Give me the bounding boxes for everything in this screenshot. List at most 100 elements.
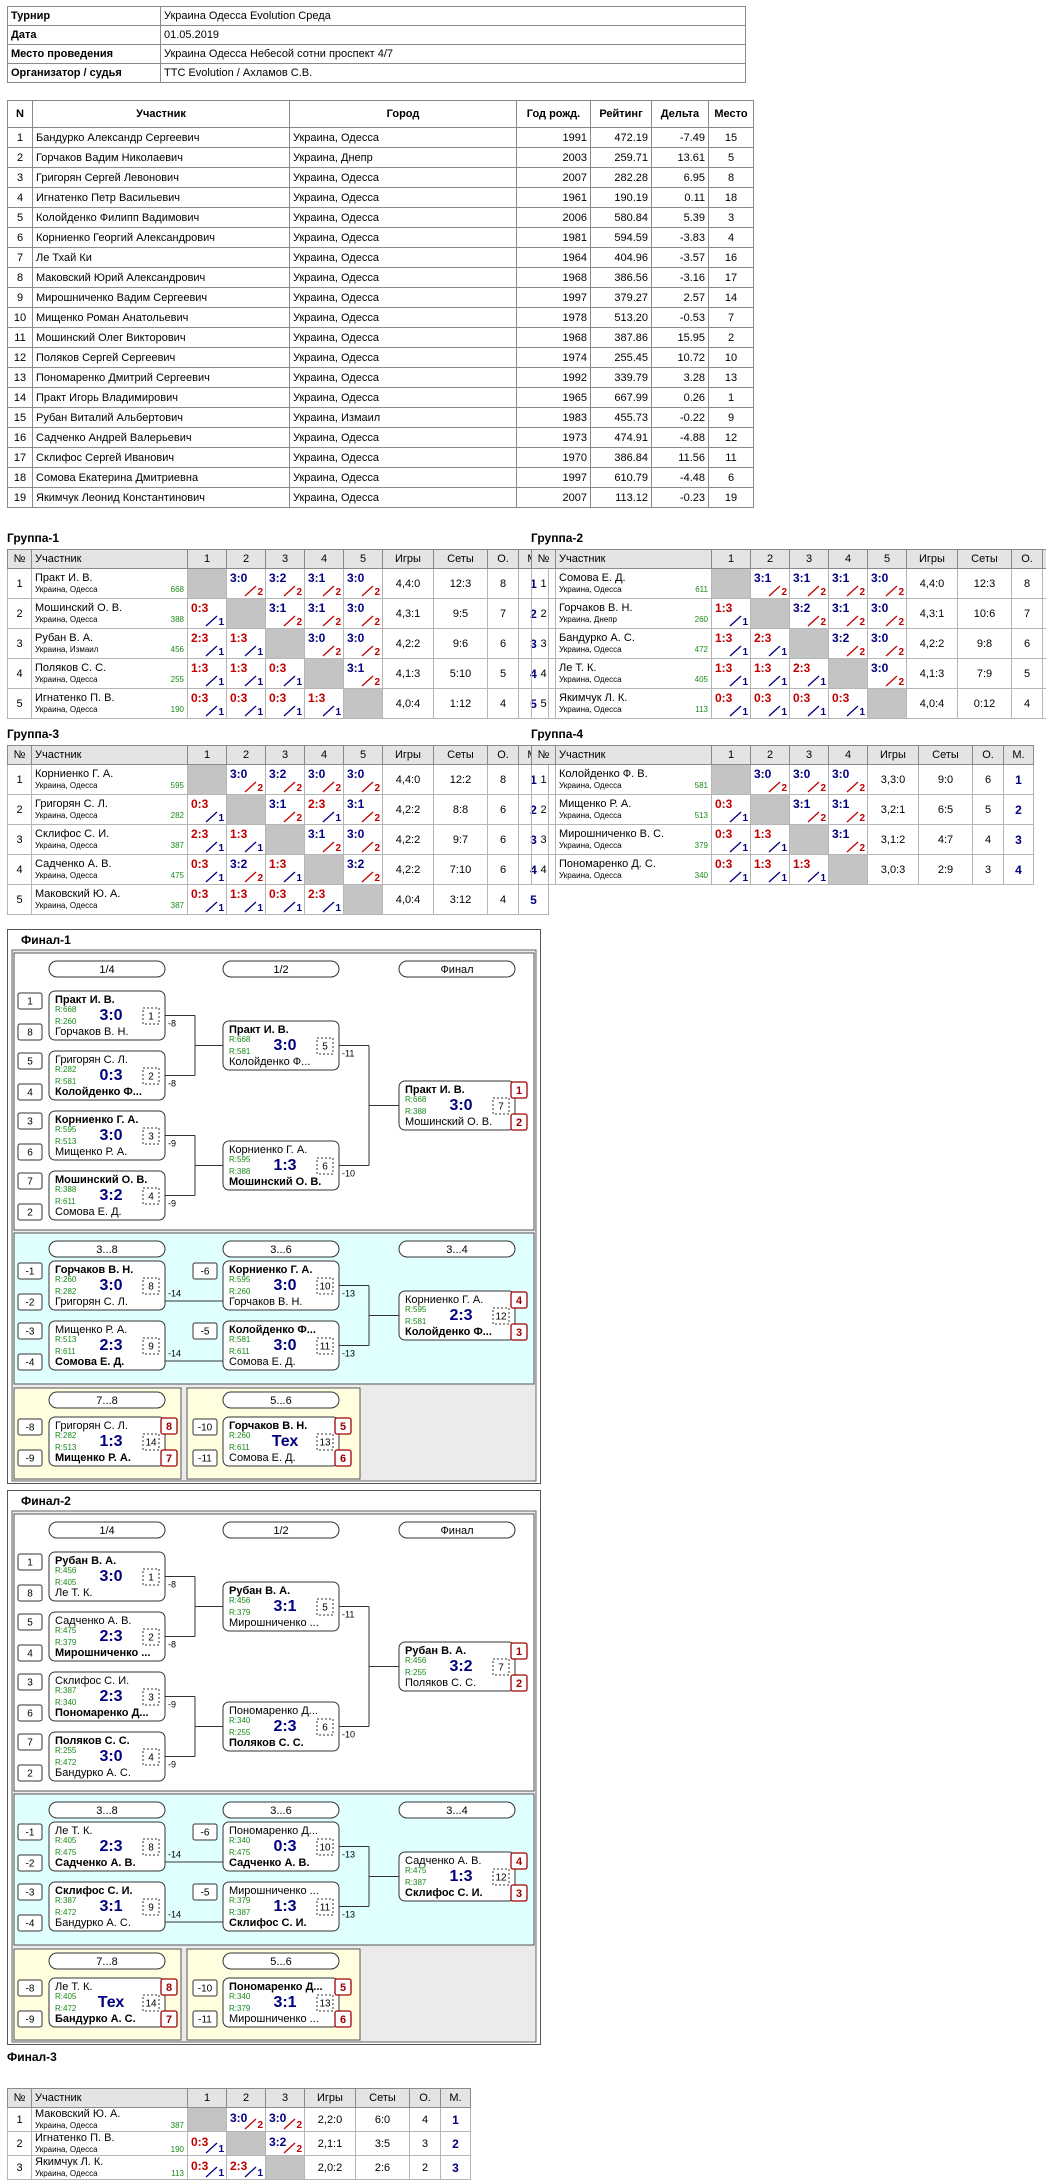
slash	[807, 675, 820, 687]
loser-label: -13	[342, 1849, 355, 1859]
slash	[205, 2166, 218, 2177]
result-score: 0:3	[793, 691, 811, 705]
match-box	[48, 1821, 166, 1872]
slash	[244, 675, 257, 687]
loser-label: -9	[168, 1198, 176, 1208]
match-score: 0:3	[99, 1067, 122, 1084]
group-row: 4 Садченко А. В. Украина, Одесса 475 0:3 1 3:2…	[7, 854, 549, 885]
row-number: 2	[7, 598, 32, 629]
self-cell	[789, 824, 829, 855]
slash-line	[283, 705, 296, 717]
result-box: 3:0 2	[306, 630, 343, 658]
cell: 17	[708, 267, 754, 288]
city: Украина, Одесса	[35, 2145, 98, 2154]
self-cell	[304, 854, 344, 885]
participant-sub: Украина, Одесса 475	[35, 871, 184, 881]
match-box	[222, 1821, 340, 1872]
participant-cell: Якимчук Л. К. Украина, Одесса 113	[555, 688, 712, 719]
slash	[768, 675, 781, 687]
player-name: Мищенко Р. А.	[55, 1452, 131, 1464]
slash	[885, 615, 898, 627]
result-score: 3:2	[793, 601, 811, 615]
sets: 4:7	[918, 824, 973, 855]
player-name: Мирошниченко ...	[229, 1885, 319, 1897]
result-score: 0:3	[715, 797, 733, 811]
participant-row: 3 Григорян Сергей Левонович Украина, Одесс…	[7, 167, 754, 188]
self-cell	[343, 884, 383, 915]
games: 4,2:2	[382, 794, 434, 825]
round-label: 7...8	[96, 1395, 117, 1407]
cell: 474.91	[590, 427, 652, 448]
city: Украина, Одесса	[35, 585, 98, 594]
match-number: 12	[495, 1312, 507, 1323]
cell: 1981	[516, 227, 591, 248]
seed-label: -1	[26, 1828, 35, 1839]
cell: Украина, Одесса	[289, 247, 517, 268]
player-name: Пономаренко Д...	[229, 1981, 323, 1993]
points: 3	[972, 854, 1004, 885]
slash-line	[322, 615, 335, 627]
result-cell: 2:3 1	[304, 884, 344, 915]
match-score: 3:0	[449, 1097, 472, 1114]
header-cell: Игры	[867, 745, 919, 765]
place-label: 8	[166, 1982, 172, 1994]
round-label: 3...8	[96, 1244, 117, 1256]
place: 4	[1003, 854, 1034, 885]
result-box: 3:0 2	[228, 570, 265, 598]
result-cell: 0:3 1	[226, 688, 266, 719]
rating: 513	[694, 811, 708, 820]
player-rating: R:581	[229, 1335, 251, 1344]
cell: 2007	[516, 487, 591, 508]
match-number: 3	[148, 1132, 154, 1143]
result-score: 3:0	[754, 767, 772, 781]
result-cell: 0:3 1	[711, 824, 751, 855]
city: Украина, Одесса	[559, 705, 622, 714]
cell: 2.57	[651, 287, 709, 308]
row-number: 2	[7, 794, 32, 825]
cell: 387.86	[590, 327, 652, 348]
cell: 667.99	[590, 387, 652, 408]
games: 4,3:1	[906, 598, 958, 629]
result-score: 1:3	[715, 601, 733, 615]
result-points: 1	[742, 677, 748, 688]
loser-label: -14	[168, 1288, 181, 1298]
final-title: Финал-1	[21, 933, 71, 947]
cell: 16	[708, 247, 754, 268]
row-number: 5	[7, 884, 32, 915]
slash-line	[768, 705, 781, 717]
seed-label: -4	[26, 1358, 35, 1369]
result-points: 2	[257, 783, 263, 794]
player-rating: R:387	[55, 1686, 77, 1695]
group-row: 1 Корниенко Г. А. Украина, Одесса 595 3:0 2 3:…	[7, 764, 549, 795]
match-number-box	[316, 1598, 334, 1616]
seed-label: -2	[26, 1298, 35, 1309]
match-number: 8	[148, 1282, 154, 1293]
rating: 379	[694, 841, 708, 850]
match-box	[48, 1260, 166, 1311]
seed-box	[192, 1979, 218, 1997]
result-score: 3:2	[269, 571, 287, 585]
seed-box	[17, 1883, 43, 1901]
slash-line	[846, 645, 859, 657]
seed-box	[17, 1644, 43, 1662]
player-rating: R:405	[55, 1578, 77, 1587]
seed-label: 1	[27, 1558, 33, 1569]
city: Украина, Одесса	[35, 705, 98, 714]
cell: 9	[708, 407, 754, 428]
header-cell: Город	[289, 100, 517, 128]
match-score: 2:3	[99, 1838, 122, 1855]
result-cell: 3:2 2	[265, 2131, 305, 2156]
cell: Украина, Одесса	[289, 467, 517, 488]
sets: 2:9	[918, 854, 973, 885]
header-cell: N	[7, 100, 33, 128]
match-number: 5	[322, 1603, 328, 1614]
cell: 4	[7, 187, 33, 208]
group-title: Группа-3	[7, 727, 60, 741]
participant-name: Игнатенко П. В.	[35, 692, 115, 704]
participant-row: 7 Ле Тхай Ки Украина, Одесса 1964 404.96 -3.5…	[7, 247, 754, 268]
cell: Украина, Одесса	[289, 127, 517, 148]
header-row: № Участник 1 2 3 Игры Сеты О. М.	[7, 2088, 471, 2108]
slash	[205, 615, 218, 627]
info-value: TTC Evolution / Ахламов С.В.	[160, 63, 746, 83]
